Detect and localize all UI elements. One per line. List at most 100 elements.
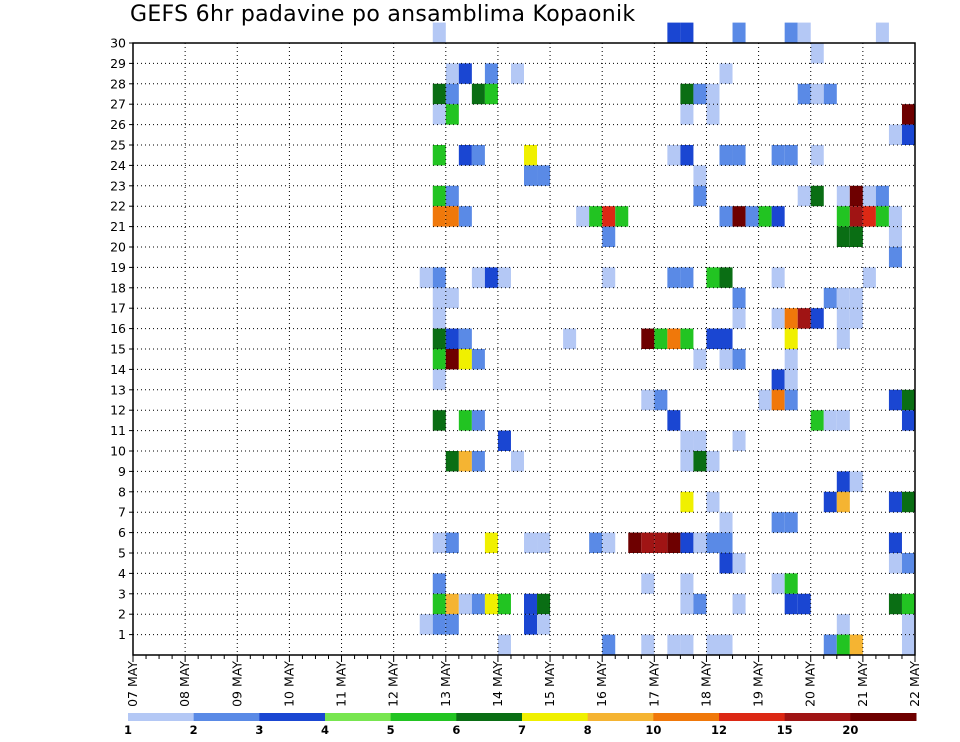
precip-cell <box>836 185 850 207</box>
precip-cell <box>537 165 551 186</box>
precip-cell <box>836 614 850 635</box>
precip-cell <box>471 349 485 370</box>
precip-cell <box>784 573 798 594</box>
y-tick-label: 22 <box>110 199 126 214</box>
y-tick-label: 15 <box>110 342 126 357</box>
precip-cell <box>524 145 538 166</box>
grid-layer <box>133 42 915 655</box>
precip-cell <box>458 451 472 472</box>
legend-label: 1 <box>124 723 132 737</box>
precip-cell <box>510 63 524 84</box>
precip-cell <box>432 104 446 125</box>
precip-cell <box>810 43 824 64</box>
legend-swatch <box>850 713 917 721</box>
precip-cell <box>419 614 433 635</box>
precip-cell <box>719 349 733 370</box>
legend-swatch <box>456 713 523 721</box>
precip-cell <box>706 83 720 105</box>
precip-cell <box>589 532 603 553</box>
precip-cell <box>680 573 694 594</box>
precip-cell <box>680 83 694 105</box>
precip-cell <box>849 206 863 227</box>
precip-cell <box>680 634 694 655</box>
y-tick-label: 8 <box>118 484 126 499</box>
legend-swatch <box>522 713 589 721</box>
precip-cell <box>784 145 798 166</box>
precip-cell <box>836 328 850 349</box>
precip-cell <box>484 63 498 84</box>
legend-label: 20 <box>842 723 858 737</box>
precip-cell <box>732 206 746 227</box>
precip-cell <box>458 145 472 166</box>
precip-cell <box>823 634 837 655</box>
precip-cell <box>771 369 785 390</box>
legend-label: 7 <box>518 723 526 737</box>
precip-cell <box>497 430 511 451</box>
precip-cell <box>836 471 850 492</box>
precip-cell <box>693 83 707 105</box>
precip-cell <box>706 491 720 513</box>
precip-cell <box>680 104 694 125</box>
precip-cell <box>849 185 863 207</box>
precip-cell <box>862 267 876 288</box>
precip-cell <box>524 614 538 635</box>
precip-cell <box>693 185 707 207</box>
legend-label: 4 <box>321 723 329 737</box>
precip-cell <box>458 349 472 370</box>
precip-cell <box>732 593 746 615</box>
precip-cell <box>654 532 668 553</box>
precip-cell <box>445 349 459 370</box>
y-tick-label: 14 <box>110 362 126 377</box>
precip-cell <box>602 267 616 288</box>
precip-cell <box>524 593 538 615</box>
precip-cell <box>784 389 798 411</box>
precip-cell <box>810 145 824 166</box>
precip-cell <box>836 206 850 227</box>
precip-cell <box>680 145 694 166</box>
precip-cell <box>771 267 785 288</box>
precip-cell <box>693 349 707 370</box>
precip-cell <box>901 124 915 145</box>
precip-cell <box>862 206 876 227</box>
precip-cell <box>719 145 733 166</box>
precip-cell <box>849 308 863 329</box>
precip-cell <box>471 83 485 105</box>
precip-cell <box>445 328 459 349</box>
precip-cell <box>771 308 785 329</box>
precip-cell <box>641 634 655 655</box>
precip-cell <box>823 287 837 309</box>
precip-cell <box>497 593 511 615</box>
precip-cell <box>589 206 603 227</box>
y-tick-label: 4 <box>118 566 126 581</box>
precip-cell <box>654 328 668 349</box>
precip-cell <box>771 573 785 594</box>
precip-cell <box>432 369 446 390</box>
y-tick-label: 19 <box>110 260 126 275</box>
precip-cell <box>823 410 837 431</box>
precip-cell <box>888 226 902 247</box>
precip-cell <box>680 593 694 615</box>
precip-cell <box>745 206 759 227</box>
precip-cell <box>888 553 902 574</box>
precip-cell <box>432 83 446 105</box>
precip-cell <box>432 573 446 594</box>
precip-cell <box>445 451 459 472</box>
precip-cell <box>432 349 446 370</box>
precip-cell <box>784 22 798 43</box>
precip-cell <box>901 614 915 635</box>
precip-cell <box>615 206 629 227</box>
precip-cell <box>445 63 459 84</box>
precip-cell <box>524 532 538 553</box>
precip-cell <box>432 22 446 43</box>
y-tick-label: 6 <box>118 525 126 540</box>
precip-cell <box>471 410 485 431</box>
precip-cell <box>510 451 524 472</box>
precip-cell <box>667 532 681 553</box>
precip-cell <box>445 614 459 635</box>
precip-cell <box>432 206 446 227</box>
precip-cell <box>458 206 472 227</box>
precip-cell <box>602 226 616 247</box>
precip-cell <box>445 532 459 553</box>
legend-label: 5 <box>387 723 395 737</box>
precip-cell <box>445 287 459 309</box>
